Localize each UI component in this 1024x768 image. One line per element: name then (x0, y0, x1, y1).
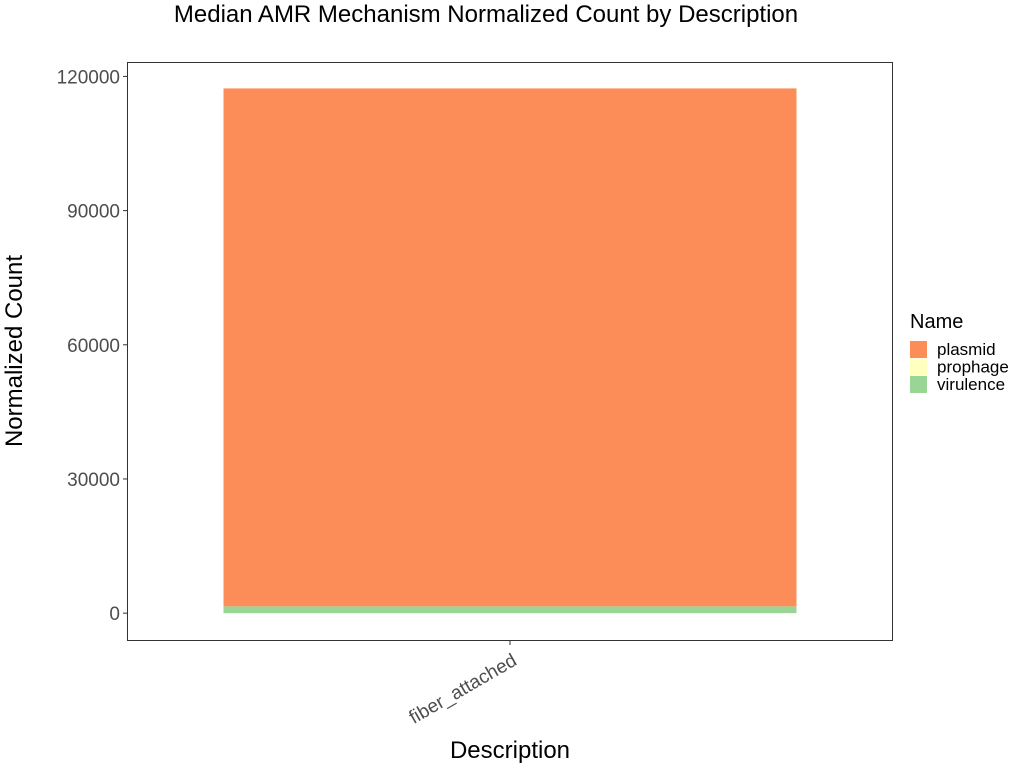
y-tick-label: 120000 (57, 67, 120, 88)
bars-group (223, 88, 797, 614)
legend-key-prophage (910, 358, 927, 376)
y-tick-label: 60000 (67, 336, 120, 357)
legend-label-virulence: virulence (937, 375, 1005, 394)
y-tick-label: 30000 (67, 470, 120, 491)
y-tick-label: 90000 (67, 202, 120, 223)
bar-plasmid-fiber_attached (223, 88, 797, 607)
y-axis: 0 30000 60000 90000 120000 (57, 67, 128, 625)
y-axis-title: Normalized Count (1, 255, 28, 447)
legend-key-plasmid (910, 341, 927, 358)
bar-virulence-fiber_attached (223, 606, 797, 614)
legend-key-virulence (910, 376, 927, 393)
chart-title: Median AMR Mechanism Normalized Count by… (174, 1, 798, 28)
x-axis-title: Description (450, 737, 570, 764)
x-tick-label: fiber_attached (406, 650, 521, 728)
y-tick-label: 0 (109, 604, 120, 625)
legend-label-plasmid: plasmid (937, 340, 996, 359)
x-axis: fiber_attached (406, 640, 521, 729)
legend-label-prophage: prophage (937, 358, 1009, 377)
legend-title: Name (910, 311, 963, 333)
